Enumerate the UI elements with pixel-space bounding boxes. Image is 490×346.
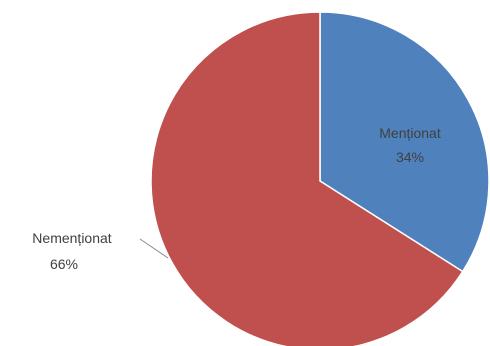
slice-label-nementionat-percent: 66%: [50, 256, 78, 272]
leader-line-nementionat: [139, 238, 169, 259]
pie-slice-nementionat: [150, 11, 464, 346]
pie-slice-mentionat: [319, 11, 490, 273]
slice-label-mentionat-percent: 34%: [396, 149, 424, 165]
slice-label-mentionat-name: Menționat: [379, 125, 441, 141]
slice-label-nementionat-name: Nemenționat: [32, 230, 111, 246]
